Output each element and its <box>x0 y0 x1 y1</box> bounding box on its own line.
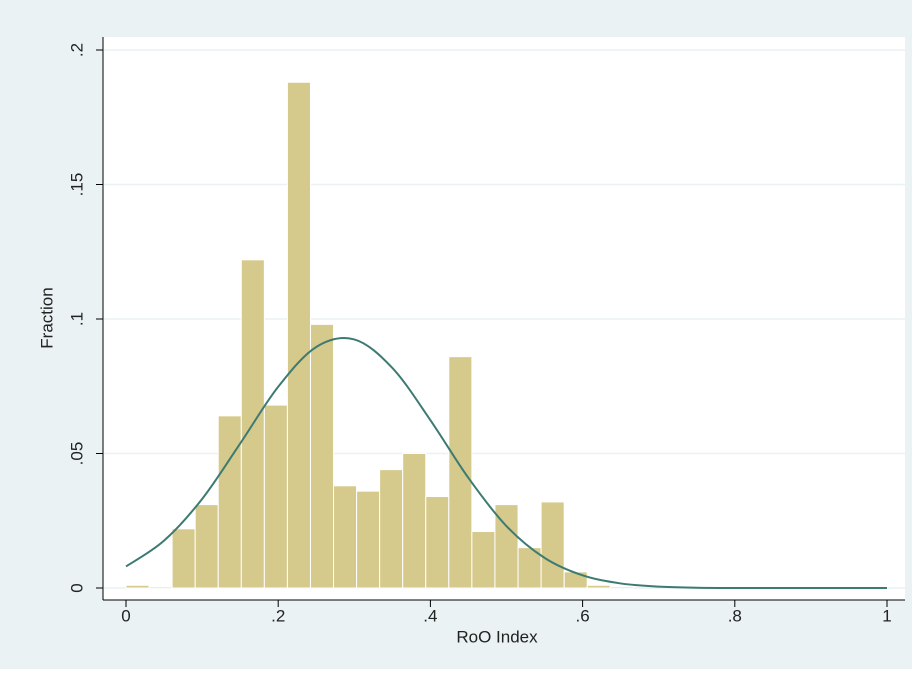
bar <box>194 504 219 589</box>
density-curve <box>125 337 887 590</box>
x-tick-label: 1 <box>882 606 891 625</box>
bar <box>125 584 150 589</box>
bar <box>402 453 427 589</box>
y-tick-label: .15 <box>67 173 86 197</box>
x-tick-label: .4 <box>423 606 437 625</box>
y-tick-label: .05 <box>67 442 86 466</box>
x-tick-label: .6 <box>576 606 590 625</box>
bar <box>425 496 450 589</box>
y-tick-label: .2 <box>67 43 86 57</box>
bar <box>494 504 519 589</box>
bar <box>586 584 611 589</box>
bar <box>309 323 335 589</box>
bar <box>286 81 311 589</box>
x-tick-label: .8 <box>728 606 742 625</box>
bar <box>471 531 496 589</box>
bar <box>356 490 381 589</box>
bar <box>148 586 173 589</box>
bar <box>217 415 242 589</box>
bar <box>540 501 565 589</box>
x-axis-title: RoO Index <box>456 627 538 646</box>
bar <box>263 404 288 589</box>
y-tick-label: .1 <box>67 312 86 326</box>
bar <box>333 485 358 589</box>
bar <box>171 528 196 589</box>
y-tick-label: 0 <box>67 583 86 592</box>
bar <box>563 571 588 589</box>
bar <box>448 356 473 589</box>
bar <box>379 469 404 589</box>
y-axis-title: Fraction <box>37 287 56 348</box>
x-tick-label: 0 <box>121 606 130 625</box>
x-tick-label: .2 <box>271 606 285 625</box>
bar <box>609 586 634 589</box>
